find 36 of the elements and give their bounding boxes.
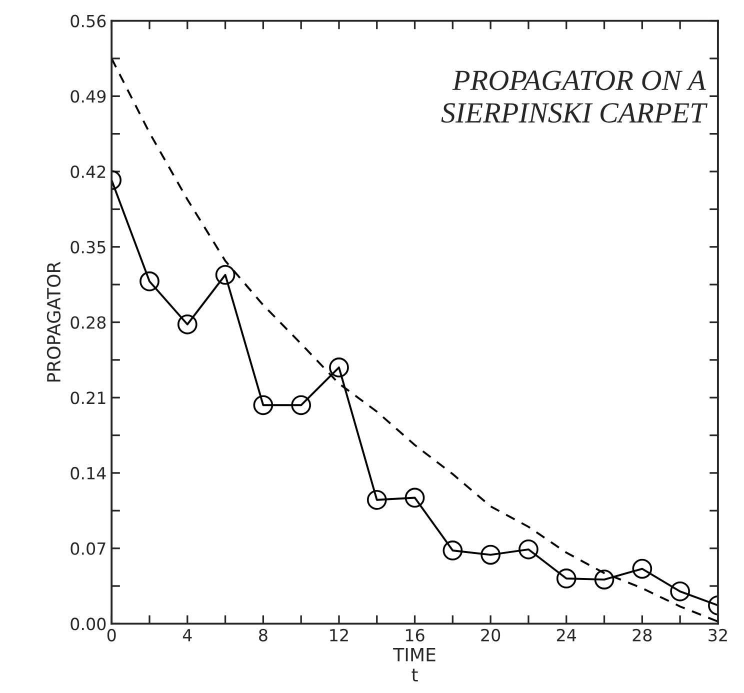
y-tick-label: 0.35 [70,240,106,254]
point [518,539,538,560]
point [366,490,387,510]
y-tick-label: 0.28 [70,316,106,329]
x-tick-label: 32 [708,628,727,642]
x-axis-title: TIME t [393,648,436,682]
y-tick-label: 0.49 [70,90,106,103]
point [594,570,614,590]
point [632,558,652,579]
y-tick-label: 0.07 [70,542,106,555]
y-axis-title: PROPAGATOR [46,262,61,382]
point [215,264,236,285]
x-tick-label: 8 [259,628,268,642]
annotation: PROPAGATOR ON A SIERPINSKI CARPET [441,70,708,123]
y-tick-label: 0.00 [70,618,106,630]
x-tick-label: 4 [182,629,192,642]
point [329,358,349,378]
point [140,271,160,292]
point [556,568,576,588]
point [291,395,312,416]
point [177,314,198,334]
point [442,540,463,560]
y-tick-label: 0.56 [70,14,106,28]
point [670,581,690,602]
x-tick-label: 12 [330,628,348,642]
y-tick-label: 0.21 [70,392,106,404]
x-tick-label: 24 [556,628,576,642]
point [253,395,274,416]
point [480,544,501,565]
x-tick-label: 20 [481,628,500,642]
y-tick-label: 0.14 [70,466,106,480]
x-tick-label: 0 [107,628,116,642]
x-tick-label: 28 [632,628,652,642]
point [404,488,425,508]
x-tick-label: 16 [406,628,424,642]
y-tick-label: 0.42 [70,165,106,178]
